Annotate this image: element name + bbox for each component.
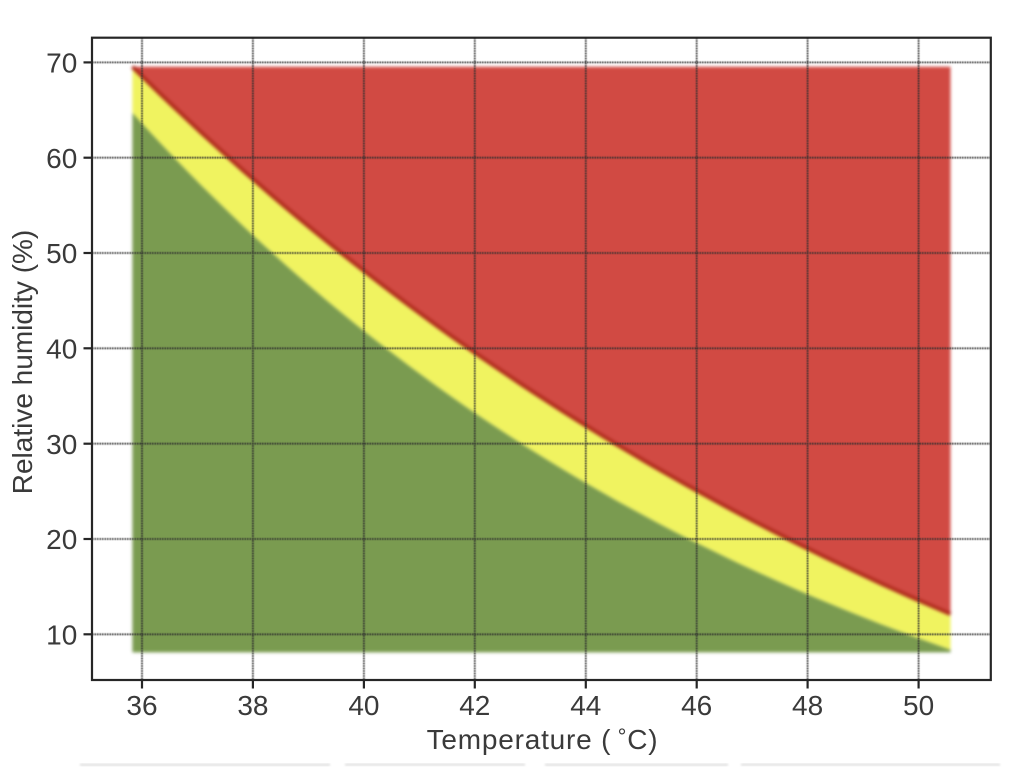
svg-text:10: 10 (46, 620, 77, 651)
svg-text:36: 36 (126, 690, 157, 721)
svg-text:40: 40 (348, 690, 379, 721)
svg-text:70: 70 (46, 48, 77, 79)
svg-text:60: 60 (46, 143, 77, 174)
svg-text:Relative humidity (%): Relative humidity (%) (7, 230, 38, 495)
svg-text:42: 42 (459, 690, 490, 721)
svg-text:20: 20 (46, 524, 77, 555)
svg-text:50: 50 (903, 690, 934, 721)
svg-text:50: 50 (46, 238, 77, 269)
svg-text:40: 40 (46, 334, 77, 365)
svg-text:Temperature ( °C): Temperature ( °C) (427, 724, 659, 755)
svg-text:48: 48 (792, 690, 823, 721)
svg-text:44: 44 (570, 690, 601, 721)
svg-text:30: 30 (46, 429, 77, 460)
svg-text:38: 38 (237, 690, 268, 721)
svg-text:46: 46 (681, 690, 712, 721)
